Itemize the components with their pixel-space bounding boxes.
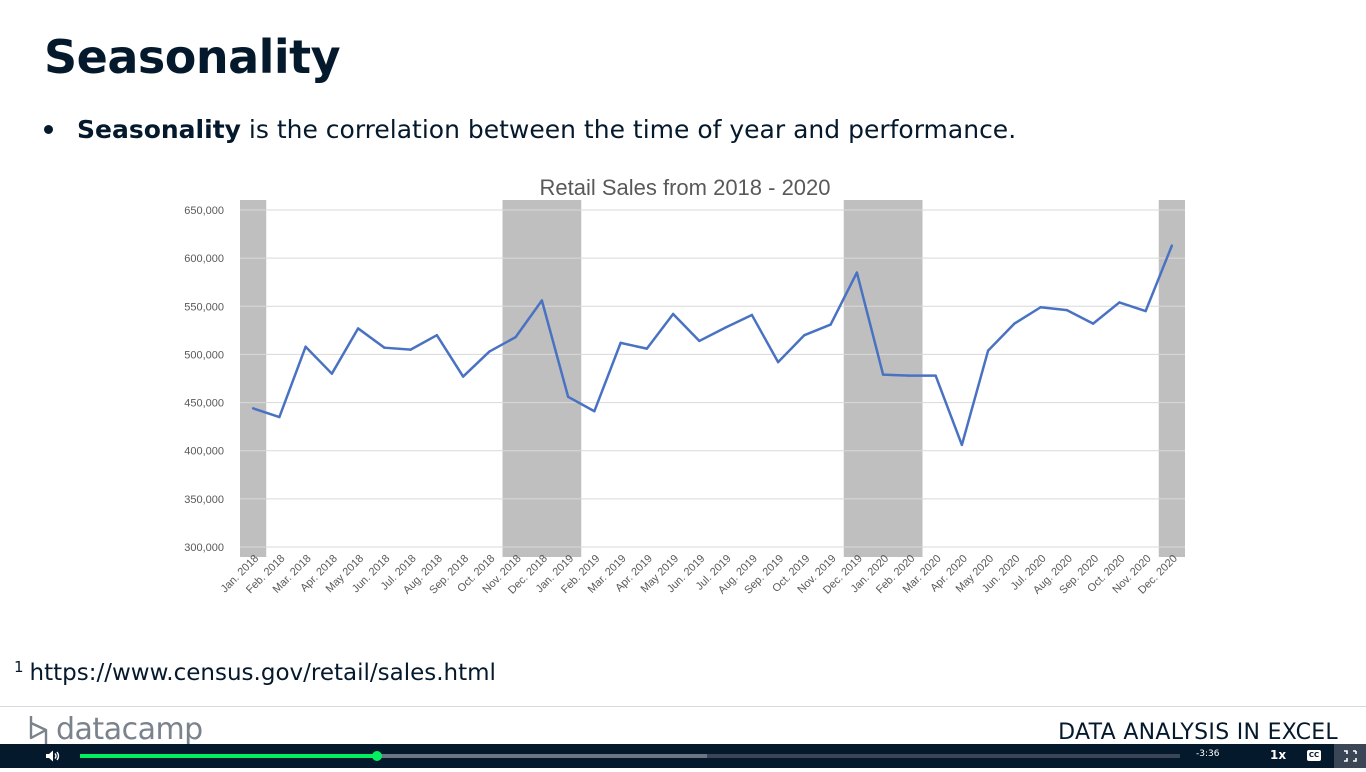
- brand-wordmark: datacamp: [56, 714, 203, 744]
- slide-title: Seasonality: [44, 30, 341, 84]
- bullet-dot-icon: [44, 124, 53, 134]
- data-point: [619, 341, 622, 345]
- data-point: [908, 374, 911, 377]
- bullet-point: Seasonality is the correlation between t…: [44, 112, 1016, 146]
- y-tick-label: 550,000: [184, 301, 224, 313]
- time-remaining: -3:36: [1196, 749, 1220, 759]
- volume-icon[interactable]: [44, 749, 62, 763]
- fullscreen-button[interactable]: [1334, 744, 1366, 768]
- y-tick-label: 500,000: [184, 349, 224, 361]
- retail-sales-chart: 300,000 350,000 400,000 450,000 500,000 550,0…: [150, 165, 1220, 610]
- y-tick-label: 400,000: [184, 446, 224, 458]
- data-point: [251, 407, 255, 410]
- chart-title: Retail Sales from 2018 - 2020: [539, 175, 830, 200]
- data-point: [1144, 309, 1147, 313]
- video-player-controls: -3:36 1x CC: [0, 744, 1366, 768]
- data-point: [514, 335, 517, 339]
- progress-handle[interactable]: [372, 751, 382, 761]
- bullet-term: Seasonality: [77, 114, 241, 144]
- playback-speed-button[interactable]: 1x: [1270, 748, 1287, 762]
- gridlines: [240, 209, 1185, 548]
- data-point: [488, 350, 491, 353]
- data-point: [671, 312, 675, 316]
- footnote: 1 https://www.census.gov/retail/sales.ht…: [14, 658, 496, 686]
- y-tick-label: 300,000: [184, 542, 224, 554]
- data-point: [435, 333, 439, 337]
- footnote-url[interactable]: https://www.census.gov/retail/sales.html: [29, 660, 496, 686]
- bullet-text: is the correlation between the time of y…: [240, 114, 1017, 144]
- data-point: [829, 323, 832, 326]
- y-axis-ticks: 300,000 350,000 400,000 450,000 500,000 550,0…: [184, 205, 224, 554]
- y-tick-label: 450,000: [184, 398, 224, 410]
- data-point: [540, 299, 544, 302]
- data-point: [383, 346, 386, 349]
- y-tick-label: 650,000: [184, 205, 224, 217]
- data-point: [724, 326, 727, 329]
- data-point: [461, 375, 465, 378]
- closed-captions-icon[interactable]: CC: [1307, 750, 1321, 761]
- data-point: [1039, 306, 1042, 309]
- data-point: [304, 345, 307, 348]
- progress-buffered: [80, 754, 707, 758]
- highlight-band: [502, 200, 582, 557]
- fullscreen-icon: [1344, 750, 1357, 762]
- datacamp-logo-icon: [29, 716, 48, 744]
- data-point: [986, 349, 990, 352]
- data-point: [409, 348, 412, 351]
- data-point: [1170, 244, 1174, 247]
- footnote-mark: 1: [14, 658, 24, 676]
- progress-track[interactable]: [80, 751, 1180, 761]
- brand: datacamp: [28, 714, 228, 744]
- progress-fill: [80, 754, 377, 758]
- data-point: [330, 372, 334, 375]
- chart-svg: 300,000 350,000 400,000 450,000 500,000 550,0…: [184, 175, 1185, 597]
- data-point: [593, 410, 596, 413]
- footer-divider: [0, 706, 1366, 707]
- data-point: [855, 271, 859, 274]
- data-point: [1065, 308, 1069, 312]
- data-point: [278, 415, 281, 419]
- series-line-group: [251, 244, 1174, 447]
- highlight-band: [843, 200, 923, 557]
- data-point: [1091, 322, 1095, 325]
- highlight-band: [240, 200, 267, 557]
- data-point: [776, 360, 780, 364]
- data-point: [881, 373, 885, 376]
- data-point: [1118, 301, 1121, 304]
- data-point: [645, 347, 649, 350]
- data-point: [356, 327, 360, 330]
- data-point: [960, 443, 964, 447]
- data-point: [803, 333, 806, 337]
- y-tick-label: 600,000: [184, 253, 224, 265]
- data-point: [934, 374, 937, 377]
- highlight-band: [1158, 200, 1185, 557]
- series-line: [252, 245, 1174, 447]
- data-point: [1013, 322, 1016, 325]
- data-point: [566, 395, 570, 398]
- y-tick-label: 350,000: [184, 494, 224, 506]
- data-point: [750, 313, 754, 317]
- highlight-bands: [240, 200, 1185, 557]
- data-point: [698, 339, 701, 343]
- course-name: DATA ANALYSIS IN EXCEL: [1058, 720, 1338, 744]
